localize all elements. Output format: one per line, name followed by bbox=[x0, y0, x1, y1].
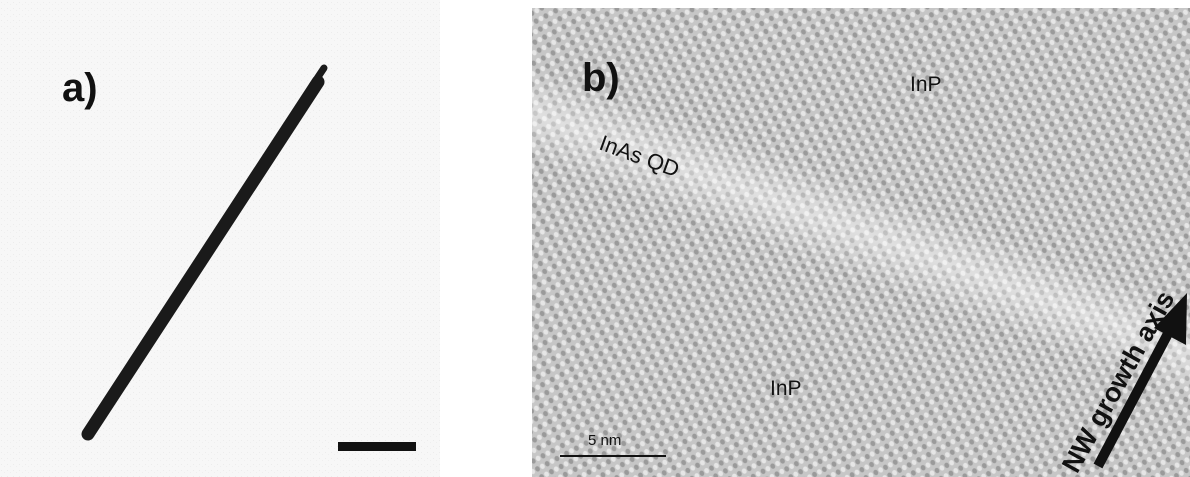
panel-a-graphics bbox=[0, 0, 440, 477]
nanowire-tip bbox=[308, 64, 328, 90]
inp-top-label: InP bbox=[910, 73, 942, 96]
panel-b-graphics bbox=[532, 8, 1190, 477]
panel-a-micrograph: a) bbox=[0, 0, 440, 477]
growth-axis-arrow bbox=[1093, 293, 1187, 469]
scale-bar-b bbox=[560, 455, 666, 457]
panel-b-label: b) bbox=[582, 56, 620, 100]
quantum-dot-band bbox=[532, 50, 1190, 416]
inp-bottom-label: InP bbox=[770, 377, 802, 400]
scale-bar-b-text: 5 nm bbox=[588, 432, 622, 449]
scale-bar-a bbox=[338, 442, 416, 451]
panel-a-label: a) bbox=[62, 66, 98, 110]
nanowire bbox=[81, 75, 325, 441]
panel-b-micrograph: b) InP InP InAs QD 5 nm NW growth axis bbox=[532, 8, 1190, 477]
